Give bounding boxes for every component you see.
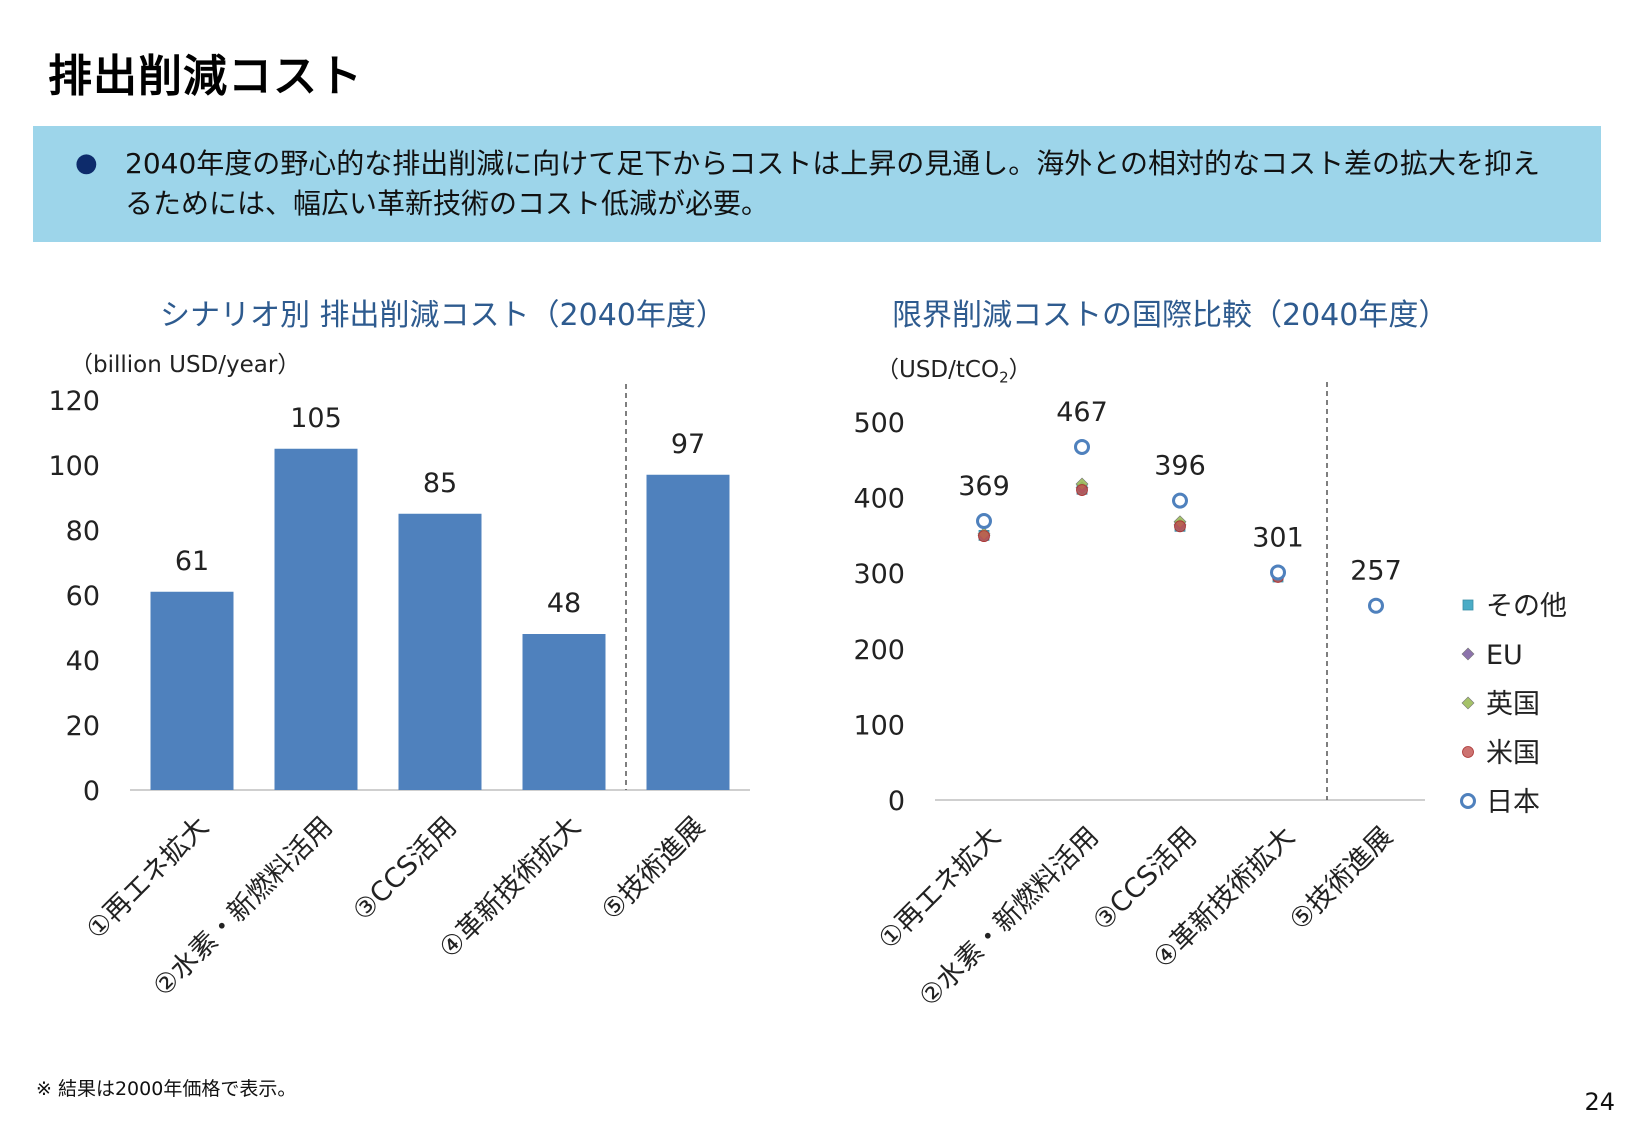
bar xyxy=(646,474,730,790)
x-tick-label: ⑤技術進展 xyxy=(1284,821,1399,936)
scatter-chart: 0100200300400500369467396301257①再エネ拡大②水素… xyxy=(853,382,1567,1013)
legend-marker xyxy=(1462,599,1474,611)
x-tick-label: ③CCS活用 xyxy=(347,811,463,927)
legend-label: その他 xyxy=(1486,591,1567,622)
bar-chart-unit: （billion USD/year） xyxy=(70,352,301,378)
x-tick-label: ②水素・新燃料活用 xyxy=(913,821,1105,1013)
legend-marker xyxy=(1462,746,1474,758)
y-tick-label: 200 xyxy=(853,635,905,666)
data-label: 48 xyxy=(547,588,581,619)
page-number: 24 xyxy=(1584,1088,1615,1116)
footnote: ※ 結果は2000年価格で表示。 xyxy=(36,1078,297,1100)
scatter-unit-main: （USD/tCO xyxy=(876,357,1000,383)
bar-chart: 02040608010012061①再エネ拡大105②水素・新燃料活用85③CC… xyxy=(48,384,750,1003)
scatter-unit-end: ） xyxy=(1008,357,1032,383)
bar xyxy=(274,448,358,790)
legend-label: EU xyxy=(1486,640,1523,671)
data-label: 85 xyxy=(423,468,457,499)
legend-label: 米国 xyxy=(1486,738,1540,769)
data-point xyxy=(1270,564,1286,581)
bar xyxy=(522,634,606,790)
data-label: 105 xyxy=(290,403,342,434)
legend-label: 英国 xyxy=(1486,689,1540,720)
y-tick-label: 100 xyxy=(853,710,905,741)
legend-label: 日本 xyxy=(1486,787,1540,818)
y-tick-label: 40 xyxy=(66,646,100,677)
data-label: 61 xyxy=(175,546,209,577)
y-tick-label: 20 xyxy=(66,711,100,742)
y-tick-label: 400 xyxy=(853,484,905,515)
data-point xyxy=(1076,484,1088,496)
summary-box: ● 2040年度の野心的な排出削減に向けて足下からコストは上昇の見通し。海外との… xyxy=(33,126,1601,242)
scatter-unit-sub: 2 xyxy=(999,368,1009,387)
data-point xyxy=(1368,597,1384,614)
scatter-chart-unit: （USD/tCO2） xyxy=(876,350,1032,387)
data-point xyxy=(1174,520,1186,533)
y-tick-label: 80 xyxy=(66,516,100,547)
data-point xyxy=(1172,492,1188,509)
data-point xyxy=(1074,438,1090,455)
summary-text: 2040年度の野心的な排出削減に向けて足下からコストは上昇の見通し。海外との相対… xyxy=(125,147,1540,220)
y-tick-label: 0 xyxy=(83,776,100,807)
x-tick-label: ⑤技術進展 xyxy=(596,811,711,926)
y-tick-label: 0 xyxy=(888,786,905,817)
data-point xyxy=(978,530,990,543)
data-label: 369 xyxy=(958,471,1010,502)
data-label: 301 xyxy=(1252,522,1304,553)
bar-chart-title: シナリオ別 排出削減コスト（2040年度） xyxy=(160,298,726,333)
data-label: 396 xyxy=(1154,451,1206,482)
y-tick-label: 300 xyxy=(853,559,905,590)
legend-marker xyxy=(1460,793,1476,809)
y-tick-label: 500 xyxy=(853,408,905,439)
legend-marker xyxy=(1461,647,1475,661)
y-tick-label: 120 xyxy=(48,386,100,417)
bullet-icon: ● xyxy=(75,148,98,178)
legend-marker xyxy=(1461,696,1475,710)
data-label: 467 xyxy=(1056,397,1108,428)
bar xyxy=(150,591,234,790)
page-title: 排出削減コスト xyxy=(48,51,363,102)
bar xyxy=(398,513,482,790)
x-tick-label: ①再エネ拡大 xyxy=(80,811,215,946)
data-label: 97 xyxy=(671,429,705,460)
y-tick-label: 60 xyxy=(66,581,100,612)
scatter-chart-title: 限界削減コストの国際比較（2040年度） xyxy=(892,298,1449,333)
data-label: 257 xyxy=(1350,556,1402,587)
y-tick-label: 100 xyxy=(48,451,100,482)
data-point xyxy=(976,513,992,530)
